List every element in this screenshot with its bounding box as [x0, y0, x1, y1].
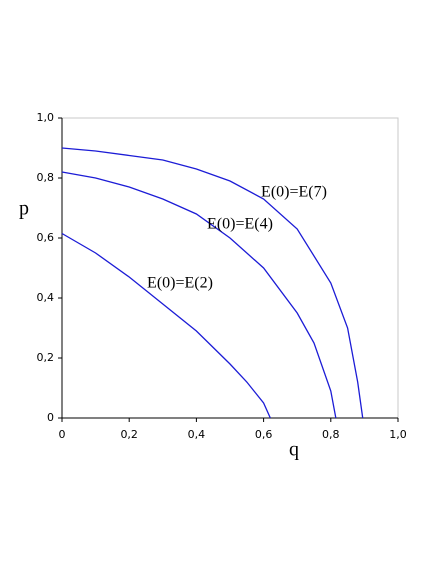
y-tick-label: 0	[47, 411, 54, 424]
y-axis-title: p	[19, 198, 29, 220]
x-tick-label: 1,0	[389, 428, 407, 441]
plot-frame	[61, 117, 399, 419]
y-tick-label: 0,2	[37, 351, 55, 364]
curve-label: E(0)=E(4)	[207, 216, 273, 233]
curve	[61, 171, 337, 419]
x-tick-label: 0	[59, 428, 66, 441]
y-tick-label: 0,4	[37, 291, 55, 304]
x-tick-label: 0,6	[255, 428, 273, 441]
y-tick-label: 0,6	[37, 231, 55, 244]
curve	[61, 147, 364, 419]
x-axis-title: q	[289, 439, 299, 461]
curve-label: E(0)=E(7)	[261, 184, 327, 201]
y-tick-label: 0,8	[37, 171, 55, 184]
curve-label: E(0)=E(2)	[147, 275, 213, 292]
x-tick-label: 0,4	[188, 428, 206, 441]
y-tick-label: 1,0	[37, 111, 55, 124]
curve	[61, 232, 271, 419]
x-tick-label: 0,8	[322, 428, 340, 441]
x-tick-label: 0,2	[120, 428, 138, 441]
